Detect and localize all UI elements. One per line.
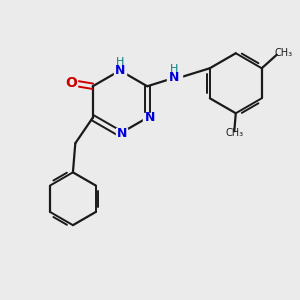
Text: N: N: [169, 71, 179, 84]
Text: N: N: [145, 111, 155, 124]
Text: H: H: [116, 56, 124, 67]
Bar: [116, 128, 127, 139]
Bar: [65, 77, 77, 88]
Text: O: O: [65, 76, 77, 90]
Bar: [114, 65, 126, 76]
Text: CH₃: CH₃: [274, 48, 292, 58]
Text: N: N: [115, 64, 125, 77]
Bar: [143, 112, 154, 123]
Text: CH₃: CH₃: [225, 128, 243, 138]
Bar: [167, 72, 182, 84]
Text: N: N: [117, 127, 128, 140]
Text: H: H: [170, 64, 178, 74]
